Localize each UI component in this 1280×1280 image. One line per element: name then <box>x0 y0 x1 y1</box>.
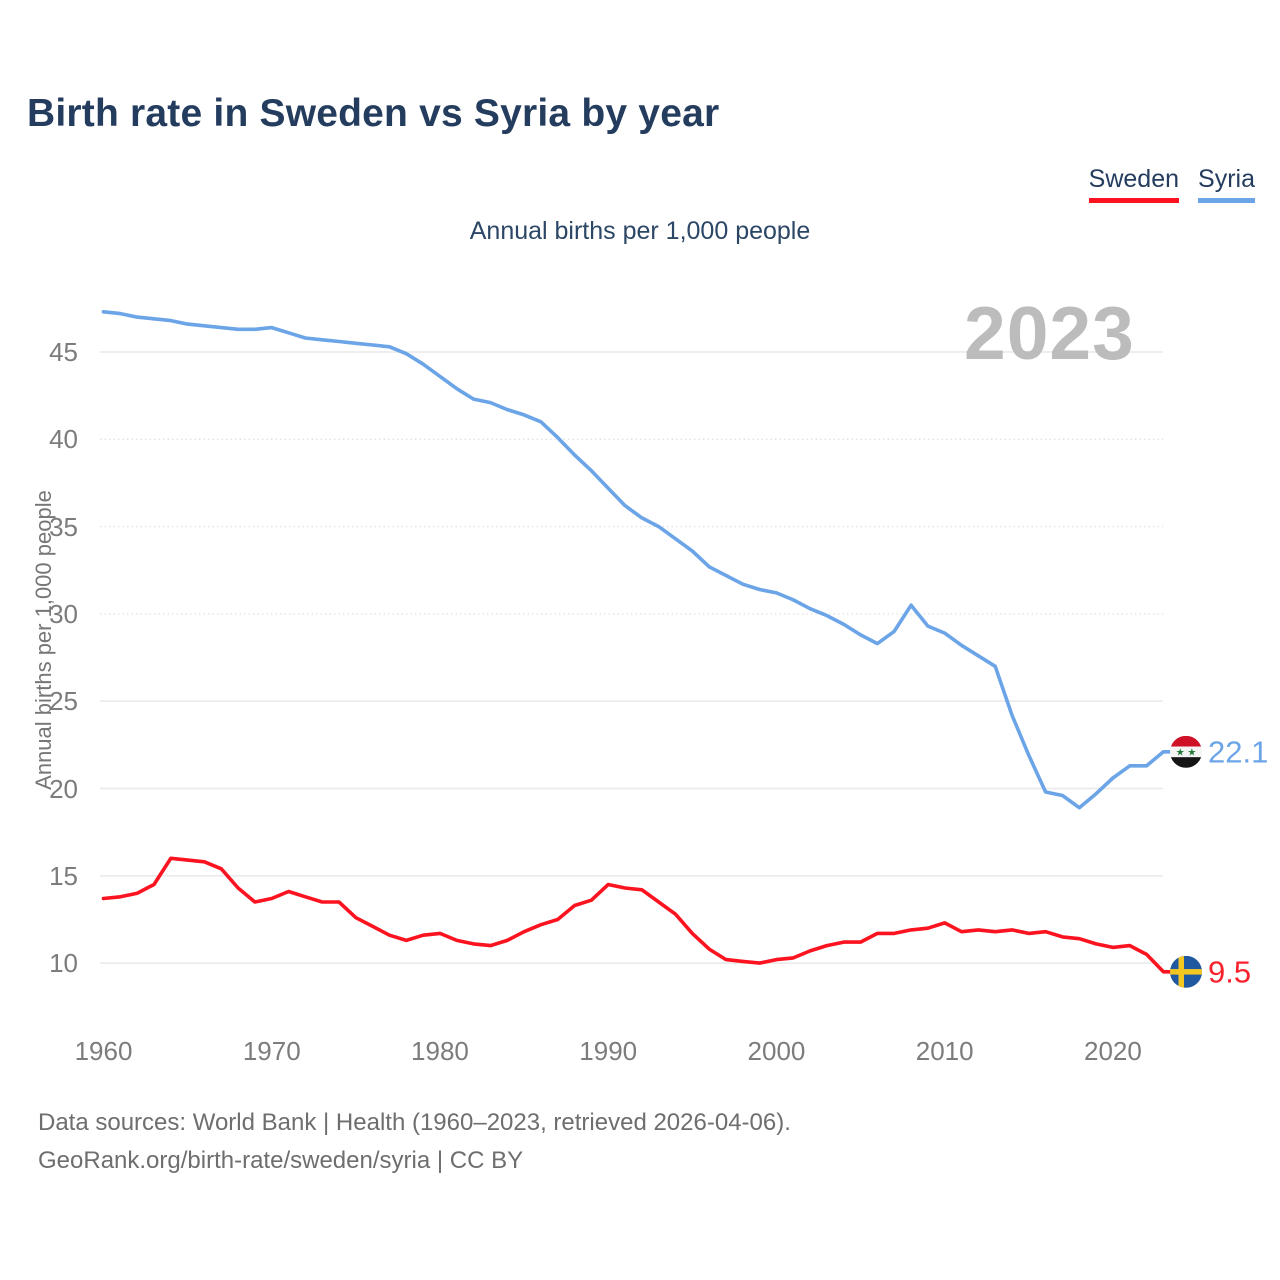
x-tick-label: 2020 <box>1084 1036 1142 1066</box>
chart-subtitle: Annual births per 1,000 people <box>469 217 811 245</box>
year-watermark: 2023 <box>964 291 1135 375</box>
page-title: Birth rate in Sweden vs Syria by year <box>27 92 720 135</box>
series-line-sweden <box>101 856 1173 974</box>
y-tick-label: 20 <box>49 773 78 804</box>
legend-item-sweden[interactable]: Sweden <box>1088 164 1180 203</box>
y-tick-label: 45 <box>49 337 78 367</box>
x-tick-label: 1990 <box>579 1036 638 1066</box>
end-value-label-syria: 22.1 <box>1208 734 1268 769</box>
legend-item-syria[interactable]: Syria <box>1198 164 1255 203</box>
x-tick-label: 1960 <box>74 1036 133 1066</box>
y-tick-label: 35 <box>49 511 78 542</box>
y-tick-label: 40 <box>49 424 78 455</box>
svg-text:★: ★ <box>1187 747 1196 758</box>
svg-text:★: ★ <box>1176 747 1185 758</box>
x-tick-label: 1980 <box>411 1036 469 1066</box>
syria-flag: ★ ★ <box>1170 735 1202 768</box>
x-tick-label: 2010 <box>915 1036 974 1066</box>
legend: Sweden Syria <box>1088 164 1255 203</box>
end-value-label-sweden: 9.5 <box>1208 954 1251 989</box>
y-tick-label: 30 <box>49 598 78 629</box>
series-line-syria <box>101 309 1173 810</box>
source-line-2: GeoRank.org/birth-rate/sweden/syria | CC… <box>38 1147 524 1174</box>
x-tick-label: 2000 <box>747 1036 806 1066</box>
y-tick-label: 15 <box>49 860 78 891</box>
data-source-note: Data sources: World Bank | Health (1960–… <box>38 1104 791 1180</box>
x-tick-label: 1970 <box>242 1036 301 1066</box>
y-tick-label: 25 <box>49 686 78 717</box>
sweden-flag <box>1170 955 1202 988</box>
y-tick-label: 10 <box>49 948 78 979</box>
source-line-1: Data sources: World Bank | Health (1960–… <box>38 1109 791 1136</box>
